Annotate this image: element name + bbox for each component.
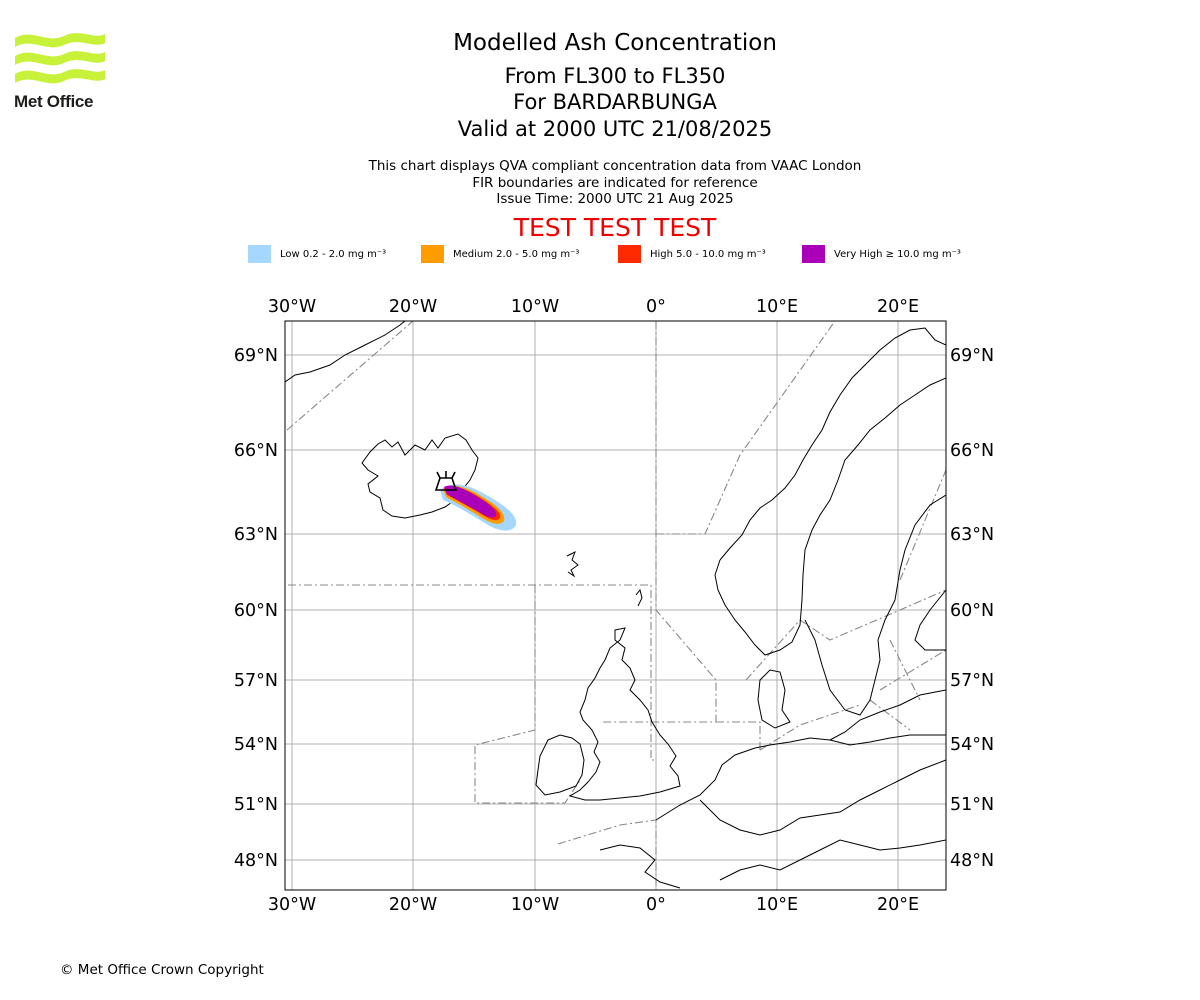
lat-tick-label: 48°N — [950, 851, 994, 871]
legend-swatch-very-high — [802, 245, 825, 263]
lat-tick-label: 63°N — [234, 525, 278, 545]
legend-label-very-high: Very High ≥ 10.0 mg m⁻³ — [834, 248, 961, 260]
lon-tick-label: 20°W — [389, 895, 437, 915]
lat-tick-label: 54°N — [234, 735, 278, 755]
legend-item-medium: Medium 2.0 - 5.0 mg m⁻³ — [421, 244, 579, 264]
lat-tick-label: 63°N — [950, 525, 994, 545]
legend-swatch-medium — [421, 245, 444, 263]
lat-tick-label: 51°N — [950, 795, 994, 815]
lat-tick-label: 60°N — [950, 601, 994, 621]
lon-tick-label: 30°W — [268, 297, 316, 317]
ash-plume — [440, 484, 517, 531]
copyright-notice: © Met Office Crown Copyright — [60, 962, 264, 978]
lon-tick-label: 20°E — [877, 895, 919, 915]
lat-ticks-left: 69°N 66°N 63°N 60°N 57°N 54°N 51°N 48°N — [234, 346, 278, 871]
lat-tick-label: 66°N — [234, 441, 278, 461]
lat-ticks-right: 69°N 66°N 63°N 60°N 57°N 54°N 51°N 48°N — [950, 346, 994, 871]
lon-tick-label: 0° — [646, 895, 666, 915]
lat-tick-label: 54°N — [950, 735, 994, 755]
met-office-logo: Met Office — [12, 30, 112, 112]
lon-tick-label: 10°E — [756, 297, 798, 317]
legend-item-high: High 5.0 - 10.0 mg m⁻³ — [618, 244, 766, 264]
valid-time: Valid at 2000 UTC 21/08/2025 — [457, 117, 773, 141]
lon-tick-label: 30°W — [268, 895, 316, 915]
coastlines — [285, 321, 946, 889]
legend-label-medium: Medium 2.0 - 5.0 mg m⁻³ — [453, 248, 580, 260]
fir-boundaries — [286, 321, 946, 886]
met-office-wave-icon — [15, 33, 105, 84]
info-line-1: This chart displays QVA compliant concen… — [368, 158, 862, 174]
volcano-name: For BARDARBUNGA — [513, 90, 717, 114]
lon-ticks-bottom: 30°W 20°W 10°W 0° 10°E 20°E — [268, 895, 919, 915]
lat-tick-label: 57°N — [950, 671, 994, 691]
issue-time: Issue Time: 2000 UTC 21 Aug 2025 — [496, 191, 734, 207]
graticule — [285, 321, 946, 890]
legend-swatch-high — [618, 245, 641, 263]
lat-tick-label: 57°N — [234, 671, 278, 691]
lat-tick-label: 69°N — [234, 346, 278, 366]
lon-tick-label: 10°E — [756, 895, 798, 915]
legend-item-very-high: Very High ≥ 10.0 mg m⁻³ — [802, 244, 961, 264]
lat-tick-label: 60°N — [234, 601, 278, 621]
lon-tick-label: 10°W — [511, 895, 559, 915]
lon-tick-label: 20°E — [877, 297, 919, 317]
test-banner: TEST TEST TEST — [513, 213, 717, 242]
map-frame — [284, 320, 947, 891]
info-line-2: FIR boundaries are indicated for referen… — [472, 175, 758, 191]
logo-text: Met Office — [14, 92, 94, 111]
volcano-icon — [434, 471, 458, 491]
ash-very-high — [444, 485, 497, 518]
lat-tick-label: 66°N — [950, 441, 994, 461]
legend-item-low: Low 0.2 - 2.0 mg m⁻³ — [248, 244, 386, 264]
lat-tick-label: 51°N — [234, 795, 278, 815]
lat-tick-label: 48°N — [234, 851, 278, 871]
lon-tick-label: 20°W — [389, 297, 437, 317]
legend-label-high: High 5.0 - 10.0 mg m⁻³ — [650, 248, 766, 260]
lon-tick-label: 10°W — [511, 297, 559, 317]
legend-swatch-low — [248, 245, 271, 263]
lon-ticks-top: 30°W 20°W 10°W 0° 10°E 20°E — [268, 297, 919, 317]
legend-label-low: Low 0.2 - 2.0 mg m⁻³ — [280, 248, 387, 260]
page-title: Modelled Ash Concentration — [453, 30, 777, 56]
flight-level-range: From FL300 to FL350 — [504, 64, 726, 88]
lon-tick-label: 0° — [646, 297, 666, 317]
lat-tick-label: 69°N — [950, 346, 994, 366]
